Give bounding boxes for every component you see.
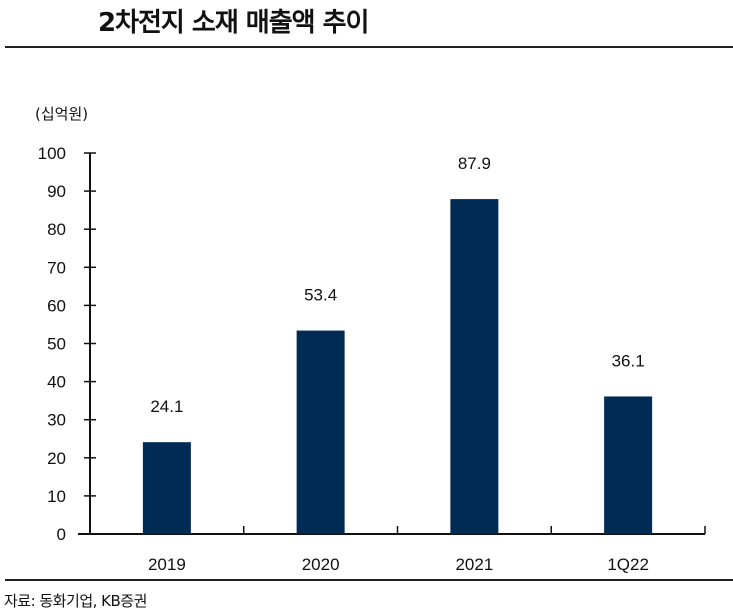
y-tick-label: 10 (47, 487, 66, 506)
x-tick-label: 1Q22 (607, 555, 649, 574)
y-tick-label: 0 (57, 525, 66, 544)
bar-2020 (296, 330, 345, 534)
y-tick-label: 30 (47, 411, 66, 430)
bottom-divider (5, 579, 733, 581)
y-tick-label: 90 (47, 182, 66, 201)
source-note: 자료: 동화기업, KB증권 (4, 592, 147, 610)
x-tick-label: 2021 (455, 555, 493, 574)
data-label: 36.1 (612, 351, 645, 370)
bar-1Q22 (604, 396, 653, 534)
y-tick-label: 40 (47, 373, 66, 392)
data-label: 53.4 (304, 286, 337, 305)
y-tick-label: 100 (38, 144, 66, 163)
y-tick-label: 70 (47, 258, 66, 277)
y-tick-label: 20 (47, 449, 66, 468)
y-tick-label: 80 (47, 220, 66, 239)
chart-title: 2차전지 소재 매출액 추이 (98, 8, 369, 38)
bar-2019 (142, 442, 191, 534)
data-label: 87.9 (458, 154, 491, 173)
data-label: 24.1 (150, 397, 183, 416)
y-axis-unit-label: (십억원) (35, 105, 88, 123)
x-tick-label: 2019 (148, 555, 186, 574)
y-tick-label: 60 (47, 296, 66, 315)
x-tick-label: 2020 (302, 555, 340, 574)
bar-2021 (450, 199, 499, 534)
y-tick-label: 50 (47, 335, 66, 354)
top-divider (5, 46, 733, 48)
